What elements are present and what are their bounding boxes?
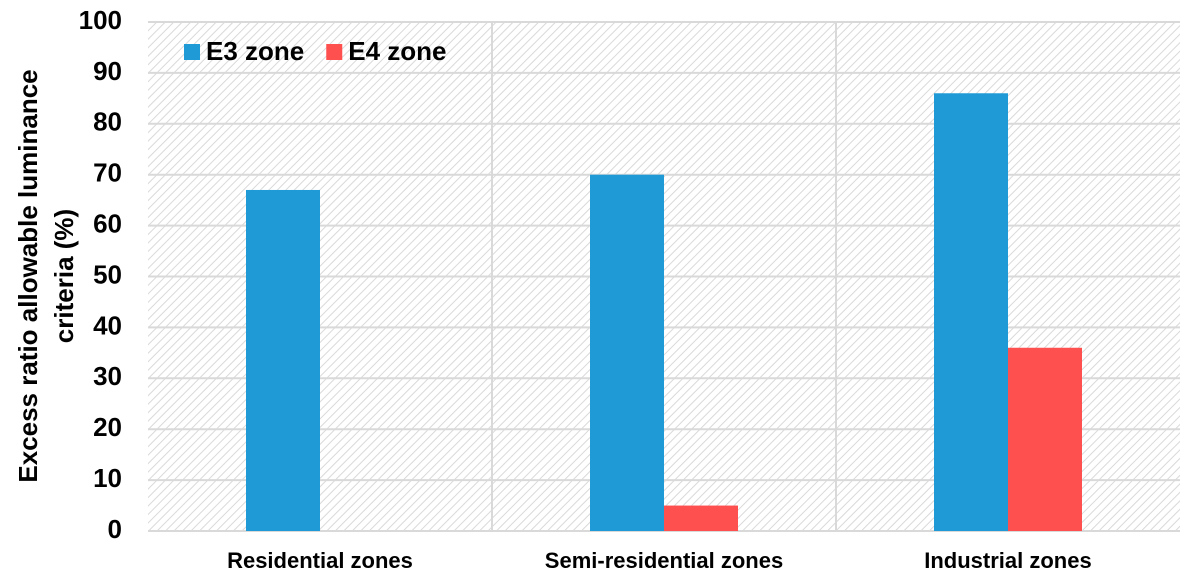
y-tick-label: 90: [93, 56, 122, 86]
x-tick-label: Residential zones: [227, 548, 413, 573]
legend-swatch: [184, 44, 200, 60]
y-tick-label: 50: [93, 259, 122, 289]
x-tick-label: Semi-residential zones: [545, 548, 783, 573]
y-tick-label: 30: [93, 361, 122, 391]
legend-label: E3 zone: [206, 36, 304, 66]
y-tick-label: 100: [79, 5, 122, 35]
bar: [934, 93, 1008, 531]
bar: [590, 174, 664, 531]
y-tick-label: 20: [93, 412, 122, 442]
y-tick-label: 10: [93, 463, 122, 493]
y-tick-label: 0: [108, 514, 122, 544]
bar: [246, 189, 320, 531]
y-axis-label: Excess ratio allowable luminance criteri…: [13, 69, 79, 482]
bar: [1008, 347, 1082, 531]
y-tick-label: 80: [93, 107, 122, 137]
y-tick-label: 70: [93, 158, 122, 188]
y-tick-label: 60: [93, 208, 122, 238]
y-label-line: Excess ratio allowable luminance: [13, 69, 43, 482]
legend-label: E4 zone: [348, 36, 446, 66]
legend-swatch: [326, 44, 343, 60]
y-tick-label: 40: [93, 310, 122, 340]
x-tick-label: Industrial zones: [924, 548, 1091, 573]
y-label-line: criteria (%): [49, 209, 79, 343]
bar: [664, 505, 738, 531]
